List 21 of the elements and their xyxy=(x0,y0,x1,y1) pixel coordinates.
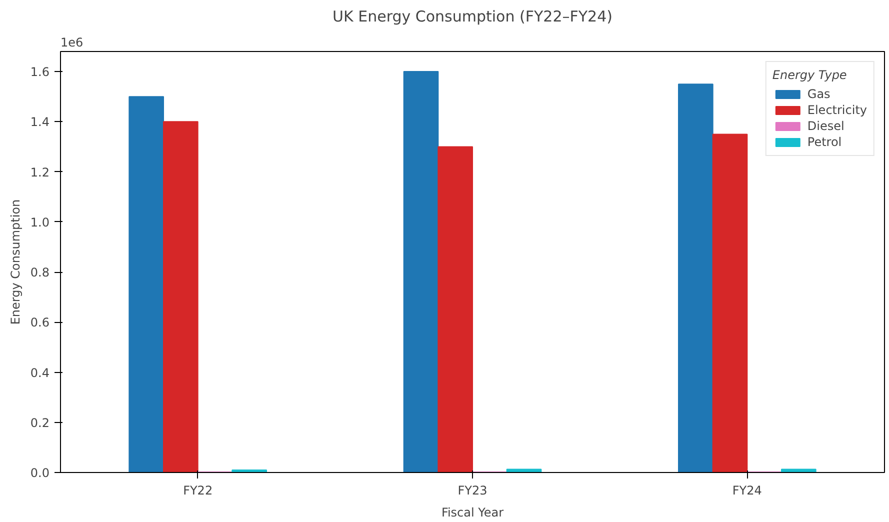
x-axis-title: Fiscal Year xyxy=(441,506,504,520)
legend-label: Petrol xyxy=(807,135,842,149)
chart-title: UK Energy Consumption (FY22–FY24) xyxy=(332,8,612,26)
y-axis-title: Energy Consumption xyxy=(8,199,22,325)
x-tick-label: FY23 xyxy=(458,484,488,498)
legend-label: Electricity xyxy=(807,103,867,117)
legend-label: Gas xyxy=(807,87,830,101)
legend-title: Energy Type xyxy=(772,68,848,82)
legend-label: Diesel xyxy=(807,119,844,133)
text: 1e6 xyxy=(60,36,84,50)
y-tick-label: 1.6 xyxy=(30,65,50,80)
x-tick-label: FY22 xyxy=(183,484,213,498)
y-tick-label: 0.0 xyxy=(30,466,50,480)
y-tick-label: 1.4 xyxy=(30,115,50,130)
y-tick-label: 1.2 xyxy=(30,165,50,180)
y-tick-label: 0.6 xyxy=(30,316,50,330)
y-tick-label: 0.2 xyxy=(30,416,50,430)
y-tick-label: 0.4 xyxy=(30,366,50,380)
y-tick-label: 1.0 xyxy=(30,215,50,230)
x-tick-label: FY24 xyxy=(732,484,762,498)
y-tick-label: 0.8 xyxy=(30,266,50,280)
